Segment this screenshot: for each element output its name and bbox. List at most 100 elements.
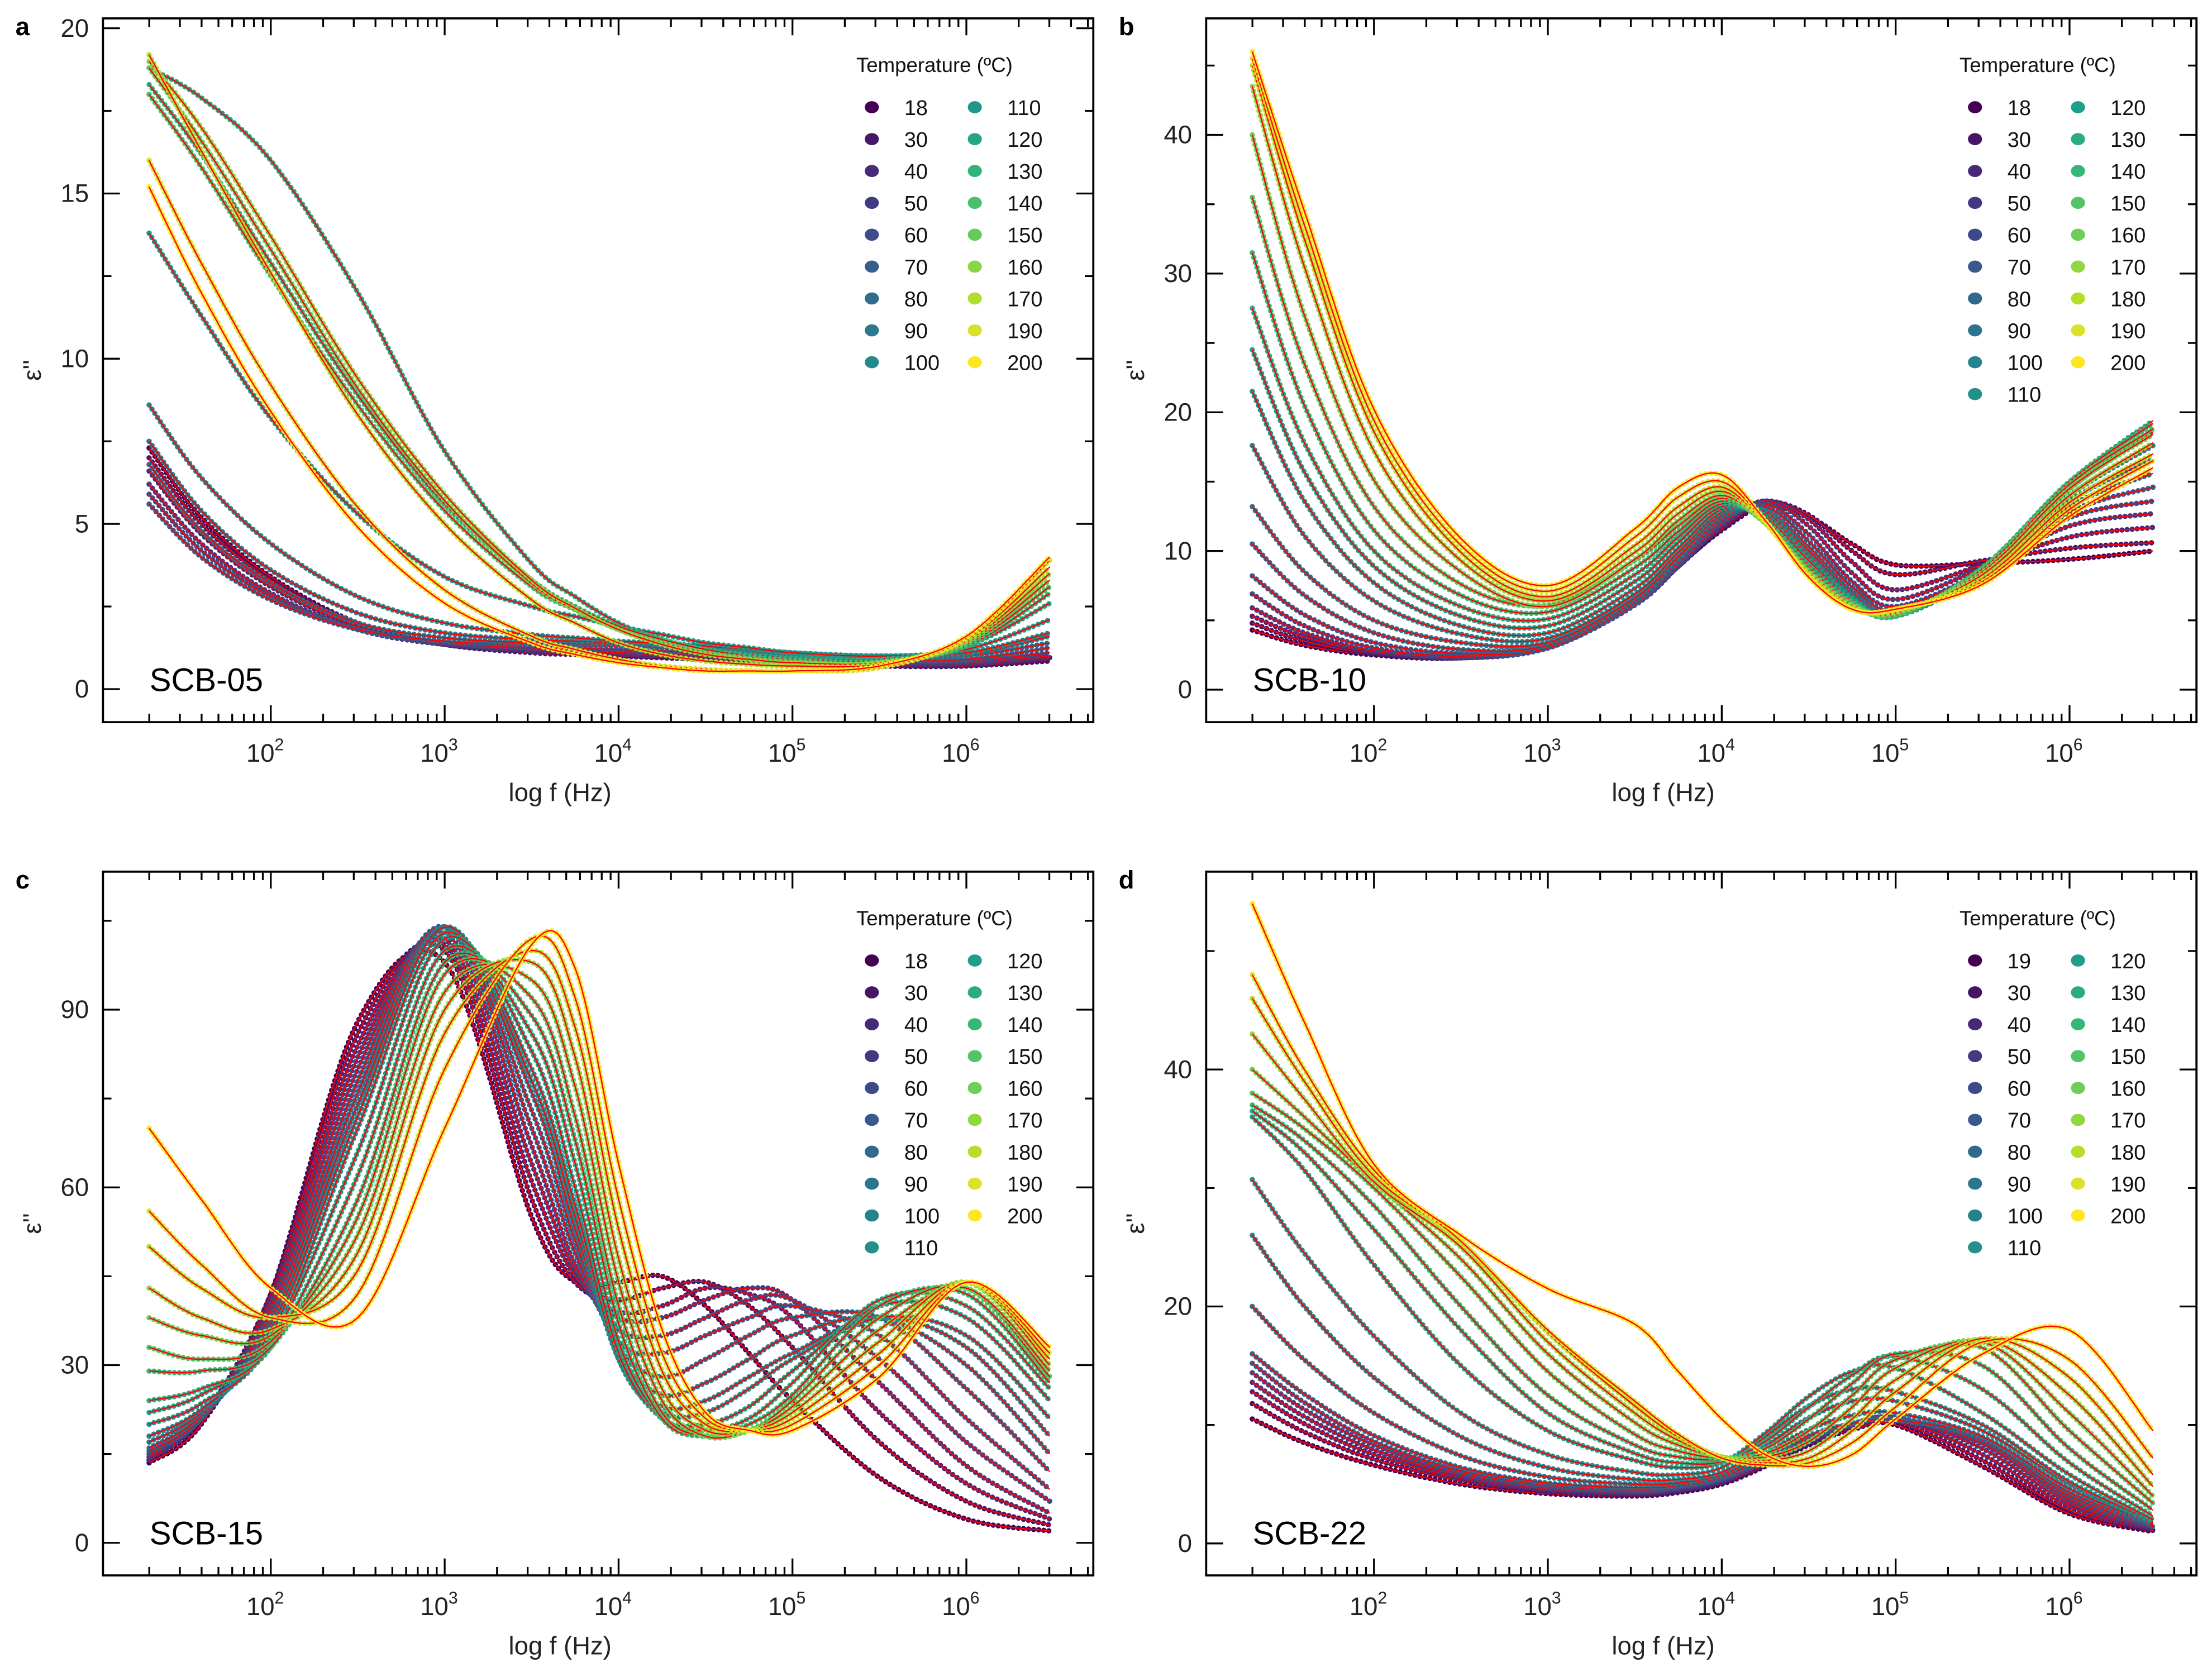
legend-marker-icon (967, 986, 982, 998)
legend-label: 200 (1007, 352, 1042, 375)
legend-marker-icon (865, 197, 879, 209)
legend-label: 150 (1007, 224, 1042, 247)
legend-label: 80 (904, 288, 928, 311)
sample-label: SCB-15 (150, 1516, 263, 1552)
plot-frame (1205, 17, 2198, 724)
x-tick-label: 102 (246, 736, 284, 767)
legend-marker-icon (1968, 954, 1982, 967)
legend-marker-icon (2071, 1018, 2085, 1030)
legend-item-50: 50 (1968, 1045, 2031, 1069)
legend-label: 100 (904, 352, 940, 375)
legend-marker-icon (865, 133, 879, 145)
legend-item-50: 50 (865, 1045, 928, 1069)
panel-a: 102 103 104 105 106 0 5 10 15 20 log f (Hz) ε'' a SCB… (16, 12, 1095, 807)
legend-label: 190 (2110, 319, 2146, 343)
y-axis-label: ε'' (1121, 360, 1150, 381)
legend-marker-icon (865, 1177, 879, 1190)
legend-label: 70 (904, 256, 928, 279)
legend-label: 18 (904, 97, 928, 120)
legend-marker-icon (2071, 1114, 2085, 1126)
legend-label: 90 (2008, 319, 2031, 343)
legend-item-170: 170 (2071, 256, 2146, 279)
legend-item-130: 130 (967, 160, 1042, 184)
legend-marker-icon (2071, 228, 2085, 241)
y-tick-label: 60 (61, 1173, 89, 1201)
legend-label: 60 (904, 1077, 928, 1101)
sample-label: SCB-10 (1253, 662, 1366, 699)
fit-line-50 (149, 484, 1050, 664)
y-tick-label: 0 (1178, 675, 1192, 704)
legend-marker-icon (1968, 228, 1982, 241)
legend-item-160: 160 (967, 256, 1042, 279)
x-tick-label: 103 (420, 736, 457, 767)
legend-item-30: 30 (865, 982, 928, 1005)
fit-line-120 (149, 67, 1050, 661)
plot-frame (102, 870, 1095, 1576)
legend-label: 150 (2110, 192, 2146, 216)
legend-label: 180 (2110, 1141, 2146, 1164)
legend-marker-icon (967, 228, 982, 241)
legend-label: 30 (2008, 128, 2031, 152)
legend-marker-icon (967, 101, 982, 113)
legend-item-50: 50 (865, 192, 928, 216)
legend-marker-icon (1968, 1082, 1982, 1095)
fit-line-70 (149, 503, 1050, 661)
legend-label: 19 (2008, 950, 2031, 973)
y-axis-label: ε'' (1121, 1213, 1150, 1234)
legend-marker-icon (967, 1209, 982, 1222)
fit-line-80 (149, 464, 1050, 659)
legend-label: 100 (2008, 352, 2043, 375)
legend-item-30: 30 (1968, 982, 2031, 1005)
legend-marker-icon (2071, 260, 2085, 273)
legend-marker-icon (1968, 1241, 1982, 1254)
legend-label: 130 (2110, 128, 2146, 152)
legend-marker-icon (1968, 1145, 1982, 1158)
legend-item-19: 19 (1968, 950, 2031, 973)
legend-marker-icon (967, 133, 982, 145)
legend-label: 130 (2110, 982, 2146, 1005)
legend-label: 190 (1007, 1173, 1042, 1196)
legend-marker-icon (967, 1114, 982, 1126)
y-tick-label: 10 (61, 344, 89, 372)
y-tick-label: 30 (1164, 259, 1193, 288)
legend-item-70: 70 (865, 256, 928, 279)
legend-item-170: 170 (967, 1109, 1042, 1133)
legend-item-100: 100 (865, 1205, 940, 1228)
legend-label: 50 (904, 1045, 928, 1069)
legend-marker-icon (2071, 356, 2085, 369)
legend-item-100: 100 (865, 352, 940, 375)
legend-label: 18 (904, 950, 928, 973)
y-tick-label: 15 (61, 179, 89, 208)
legend-item-100: 100 (1968, 1205, 2043, 1228)
legend: Temperature (ºC) 18 30 40 50 60 70 80 90 100 110 12… (856, 907, 1042, 1260)
legend-marker-icon (865, 1018, 879, 1030)
legend-marker-icon (1968, 1114, 1982, 1126)
series-group (146, 52, 1053, 674)
legend-label: 60 (904, 224, 928, 247)
legend-item-120: 120 (2071, 97, 2146, 120)
legend-marker-icon (1968, 197, 1982, 209)
legend-label: 110 (2008, 1237, 2041, 1260)
legend-label: 120 (2110, 950, 2146, 973)
legend-marker-icon (865, 228, 879, 241)
legend-label: 140 (1007, 192, 1042, 216)
legend-marker-icon (967, 1177, 982, 1190)
legend-label: 50 (2008, 1045, 2031, 1069)
legend: Temperature (ºC) 18 30 40 50 60 70 80 90 100 110 12… (1960, 54, 2146, 407)
legend-item-170: 170 (2071, 1109, 2146, 1133)
legend-marker-icon (865, 1145, 879, 1158)
legend-item-160: 160 (2071, 224, 2146, 247)
fit-line-90 (1252, 1306, 2153, 1524)
legend-label: 200 (1007, 1205, 1042, 1228)
legend-marker-icon (1968, 165, 1982, 178)
legend-label: 110 (1007, 97, 1041, 120)
legend-label: 80 (904, 1141, 928, 1164)
legend-item-30: 30 (865, 128, 928, 152)
legend-label: 30 (2008, 982, 2031, 1005)
legend-label: 40 (904, 160, 928, 184)
panel-b: 102 103 104 105 106 0 10 20 30 40 log f (Hz) ε'' b SC… (1119, 12, 2198, 807)
legend-marker-icon (2071, 1177, 2085, 1190)
panel-letter: b (1119, 12, 1134, 41)
legend-label: 40 (904, 1014, 928, 1037)
legend-item-120: 120 (967, 128, 1042, 152)
